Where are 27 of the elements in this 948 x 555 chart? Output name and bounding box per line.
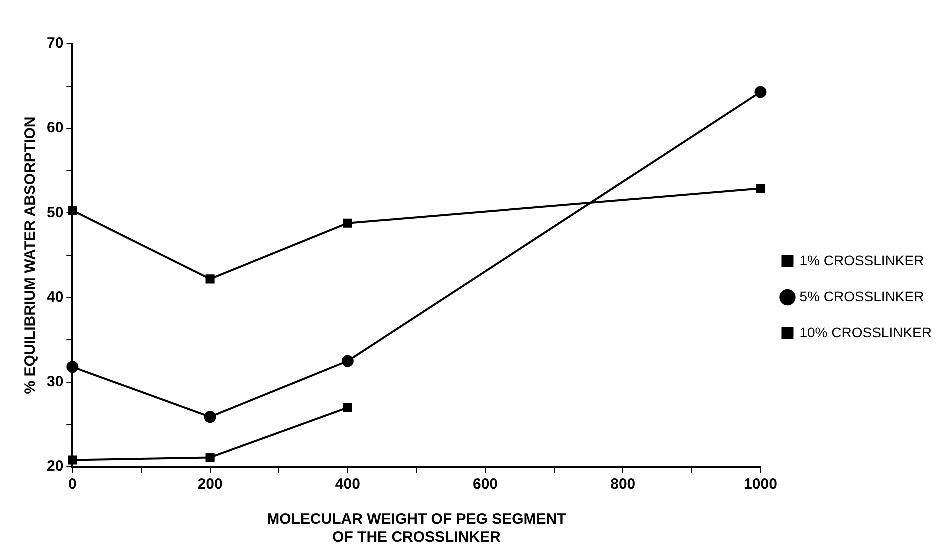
x-tick-label: 400 <box>335 476 360 494</box>
legend-label: 10% CROSSLINKER <box>800 324 932 340</box>
point <box>206 453 215 462</box>
point <box>68 456 78 465</box>
x-tick-label: 1000 <box>744 476 778 494</box>
legend-label: 1% CROSSLINKER <box>800 252 924 268</box>
point <box>343 218 352 228</box>
legend-label: 5% CROSSLINKER <box>800 288 924 304</box>
point <box>204 411 216 424</box>
point <box>342 355 354 368</box>
y-tick-label: 70 <box>46 35 64 52</box>
x-tick-label: 200 <box>198 476 223 494</box>
x-tick-label: 800 <box>610 476 636 494</box>
y-tick-label: 60 <box>46 120 64 137</box>
y-tick-label: 50 <box>46 204 64 222</box>
y-axis-title: % EQUILIBRIUM WATER ABSORPTION <box>22 116 40 394</box>
x-tick-label: 0 <box>68 476 77 494</box>
point <box>754 86 767 98</box>
y-tick-label: 40 <box>46 288 64 306</box>
y-tick-label: 30 <box>46 374 64 391</box>
y-tick-label: 20 <box>46 458 64 476</box>
point <box>66 361 79 374</box>
point <box>206 274 215 284</box>
x-axis-title: MOLECULAR WEIGHT OF PEG SEGMENT OF THE CROSSLINKER <box>267 511 566 546</box>
x-tick-label: 600 <box>472 476 498 494</box>
point <box>756 184 766 194</box>
point <box>343 403 352 412</box>
